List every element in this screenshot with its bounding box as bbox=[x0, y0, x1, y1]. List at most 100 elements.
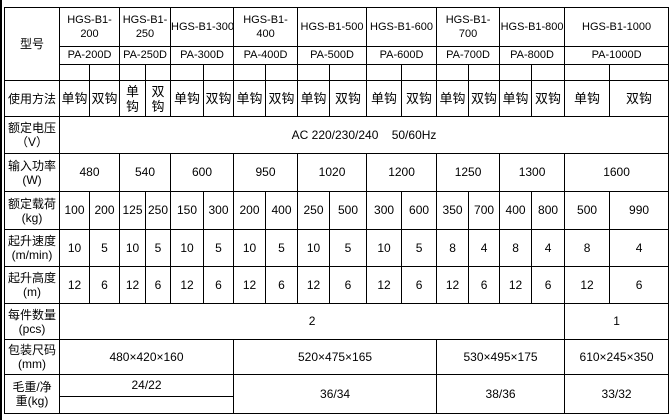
speed-cell: 10 bbox=[366, 229, 403, 267]
screen-left-edge bbox=[0, 0, 2, 420]
height-cell: 6 bbox=[329, 266, 368, 304]
height-cell: 12 bbox=[119, 266, 146, 304]
packing-cell: 530×495×175 bbox=[436, 339, 566, 375]
height-cell: 12 bbox=[436, 266, 470, 304]
hook-double-cell: 双钩 bbox=[329, 80, 368, 117]
row-weight-bottom bbox=[5, 396, 669, 414]
height-cell: 6 bbox=[145, 266, 171, 304]
power-cell: 950 bbox=[233, 153, 299, 192]
packing-cell: 610×245×350 bbox=[564, 339, 669, 375]
load-cell: 200 bbox=[89, 191, 120, 230]
model-name-cell: HGS-B1-400 bbox=[233, 7, 299, 47]
row-label-weight: 毛重/净 重(kg) bbox=[4, 374, 60, 414]
hook-single-cell: 单钩 bbox=[119, 80, 146, 117]
row-spacer bbox=[5, 64, 669, 81]
speed-cell: 4 bbox=[468, 229, 501, 267]
load-cell: 200 bbox=[233, 191, 267, 230]
spacer-cell bbox=[233, 64, 267, 81]
height-cell: 12 bbox=[59, 266, 90, 304]
model-name-cell: HGS-B1-1000 bbox=[564, 7, 669, 47]
load-cell: 400 bbox=[499, 191, 533, 230]
hook-single-cell: 单钩 bbox=[436, 80, 470, 117]
height-cell: 6 bbox=[531, 266, 566, 304]
height-cell: 12 bbox=[233, 266, 267, 304]
speed-cell: 10 bbox=[59, 229, 90, 267]
row-voltage: 额定电压 （V） AC 220/230/240 50/60Hz bbox=[4, 116, 669, 154]
hook-double-cell: 双钩 bbox=[401, 80, 438, 117]
row-pa-name: PA-200D PA-250D PA-300D PA-400D PA-500D … bbox=[5, 46, 669, 65]
load-cell: 990 bbox=[609, 191, 669, 230]
spacer-cell bbox=[59, 64, 90, 81]
load-cell: 300 bbox=[202, 191, 235, 230]
load-cell: 600 bbox=[401, 191, 438, 230]
speed-cell: 5 bbox=[265, 229, 299, 267]
load-cell: 250 bbox=[297, 191, 331, 230]
hook-single-cell: 单钩 bbox=[564, 80, 611, 117]
spacer-cell bbox=[170, 64, 204, 81]
speed-cell: 8 bbox=[499, 229, 533, 267]
speed-cell: 5 bbox=[401, 229, 438, 267]
hook-double-cell: 双钩 bbox=[202, 80, 235, 117]
row-load: 额定载荷 (kg) 100 200 125 250 150 300 200 40… bbox=[4, 191, 669, 230]
power-cell: 1600 bbox=[564, 153, 669, 192]
hook-single-cell: 单钩 bbox=[499, 80, 533, 117]
height-cell: 12 bbox=[170, 266, 204, 304]
load-cell: 300 bbox=[366, 191, 403, 230]
model-name-cell: HGS-B1-250 bbox=[119, 7, 171, 47]
spacer-cell bbox=[297, 64, 331, 81]
load-cell: 100 bbox=[59, 191, 90, 230]
hook-single-cell: 单钩 bbox=[170, 80, 204, 117]
weight-empty-cell bbox=[58, 396, 235, 414]
hook-single-cell: 单钩 bbox=[297, 80, 331, 117]
power-cell: 600 bbox=[169, 153, 235, 192]
speed-cell: 5 bbox=[329, 229, 368, 267]
load-cell: 350 bbox=[436, 191, 470, 230]
height-cell: 6 bbox=[609, 266, 669, 304]
pa-model-cell: PA-400D bbox=[233, 46, 299, 65]
hook-single-cell: 单钩 bbox=[366, 80, 403, 117]
row-packing: 包装尺码 (mm) 480×420×160 520×475×165 530×49… bbox=[4, 339, 669, 375]
speed-cell: 4 bbox=[531, 229, 566, 267]
row-label-power: 输入功率 (W) bbox=[4, 153, 60, 192]
pa-model-cell: PA-700D bbox=[436, 46, 501, 65]
spacer-cell bbox=[499, 64, 533, 81]
pa-model-cell: PA-500D bbox=[297, 46, 368, 65]
hook-double-cell: 双钩 bbox=[531, 80, 566, 117]
hook-double-cell: 双钩 bbox=[145, 80, 171, 117]
row-label-usage: 使用方法 bbox=[4, 80, 60, 117]
load-cell: 125 bbox=[119, 191, 146, 230]
spacer-cell bbox=[202, 64, 235, 81]
spacer-cell bbox=[265, 64, 299, 81]
height-cell: 12 bbox=[499, 266, 533, 304]
pa-model-cell: PA-600D bbox=[366, 46, 438, 65]
model-name-cell: HGS-B1-500 bbox=[297, 7, 368, 47]
hoist-spec-table: 型号 HGS-B1-200 HGS-B1-250 HGS-B1-300 HGS-… bbox=[4, 7, 669, 414]
row-label-packing: 包装尺码 (mm) bbox=[4, 339, 60, 375]
speed-cell: 10 bbox=[233, 229, 267, 267]
hook-double-cell: 双钩 bbox=[468, 80, 501, 117]
height-cell: 6 bbox=[401, 266, 438, 304]
height-cell: 12 bbox=[564, 266, 611, 304]
load-cell: 800 bbox=[531, 191, 566, 230]
row-label-model: 型号 bbox=[4, 7, 60, 81]
row-label-load: 额定载荷 (kg) bbox=[4, 191, 60, 230]
row-label-height: 起升高度 (m) bbox=[4, 266, 60, 304]
height-cell: 6 bbox=[89, 266, 120, 304]
height-cell: 6 bbox=[265, 266, 299, 304]
qty-cell: 2 bbox=[58, 303, 566, 340]
spacer-cell bbox=[564, 64, 611, 81]
power-cell: 1300 bbox=[499, 153, 566, 192]
qty-cell: 1 bbox=[564, 303, 669, 340]
row-qty: 每件数量 (pcs) 2 1 bbox=[4, 303, 669, 340]
spacer-cell bbox=[329, 64, 368, 81]
speed-cell: 8 bbox=[436, 229, 470, 267]
row-model-name: 型号 HGS-B1-200 HGS-B1-250 HGS-B1-300 HGS-… bbox=[4, 7, 669, 81]
weight-cell: 33/32 bbox=[564, 374, 669, 414]
packing-cell: 520×475×165 bbox=[233, 339, 438, 375]
speed-cell: 5 bbox=[202, 229, 235, 267]
pa-model-cell: PA-250D bbox=[119, 46, 171, 65]
speed-cell: 8 bbox=[564, 229, 611, 267]
model-name-cell: HGS-B1-300 bbox=[169, 7, 235, 47]
weight-cell: 36/34 bbox=[233, 374, 438, 414]
speed-cell: 4 bbox=[609, 229, 669, 267]
